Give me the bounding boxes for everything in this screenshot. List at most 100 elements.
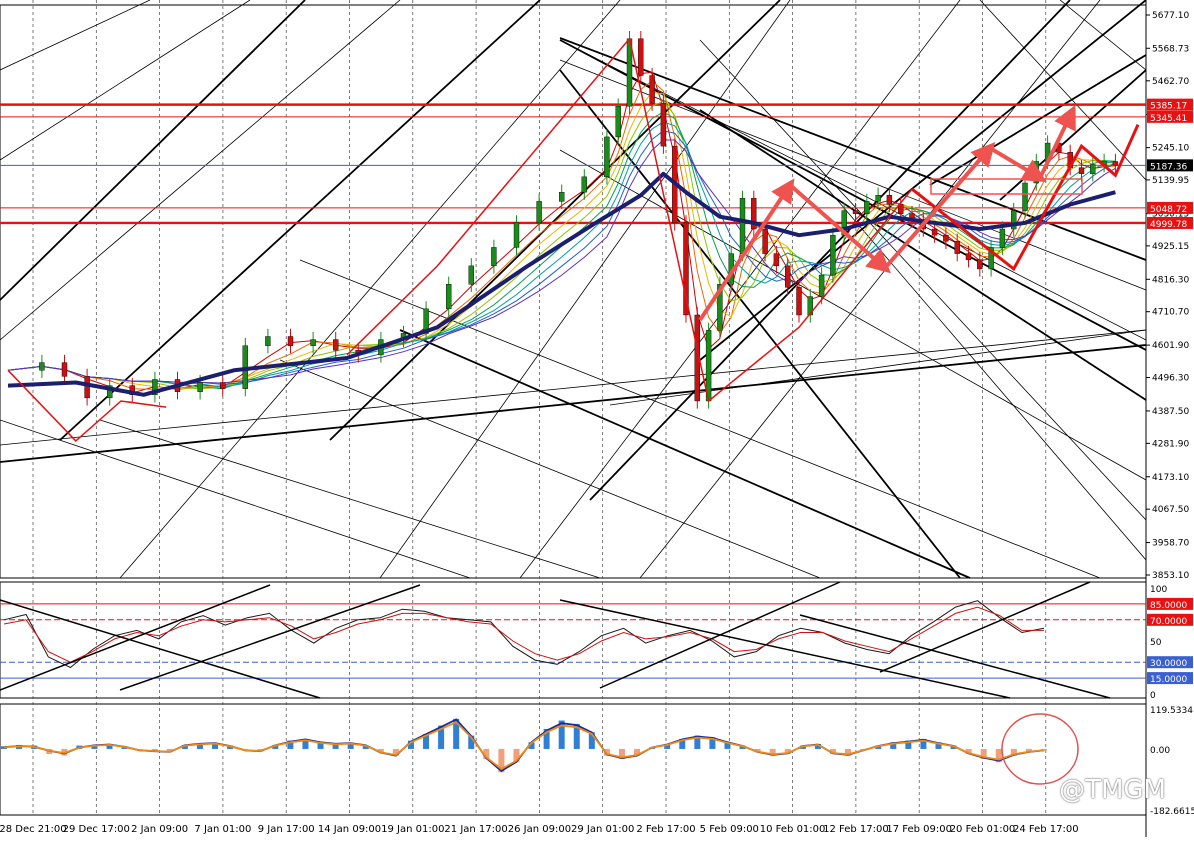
candle-body [683,222,689,316]
osc-histogram-bar [679,738,686,749]
stoch-level-tag [1147,613,1193,626]
x-tick-label: 10 Feb 01:00 [760,824,826,835]
candle-body [106,385,113,399]
trendline-thick [559,69,961,579]
osc-histogram-bar [799,745,806,749]
osc-histogram-bar [196,743,203,749]
stoch-level-label: 85.0000 [1150,601,1187,611]
osc-histogram-bar [754,748,761,753]
ma-ribbon-line [7,121,1116,388]
candle-body [773,253,780,267]
osc-histogram-bar [588,732,595,749]
x-tick-label: 2 Feb 17:00 [636,824,695,835]
candle-body [818,274,825,297]
trendline-thin [0,419,471,579]
trendline-thin [0,0,401,341]
stoch-level-tag [1147,672,1193,685]
x-tick-label: 2 Jan 09:00 [131,824,188,835]
trendline-thin [119,0,621,579]
trend-arrow [1038,104,1076,179]
y-tick-label: 5462.70 [1152,77,1189,87]
osc-histogram-bar [468,735,475,749]
osc-y-label: 119.5334 [1150,706,1193,716]
ma-ribbon-line [7,80,1116,390]
candle-body [762,228,768,254]
trendline-thin [559,149,1147,481]
level-tag [1147,216,1193,229]
osc-histogram-bar [212,742,219,749]
candle-body [468,265,474,285]
osc-histogram-bar [814,743,821,749]
osc-histogram-bar [362,745,369,749]
candle-body [333,339,339,351]
candle-body [649,75,655,104]
candle-body [61,362,68,377]
trendline-thin [979,0,1147,181]
candle-body [1090,164,1096,174]
trendline-thin [519,0,961,579]
osc-histogram-bar [558,720,565,749]
candle-body [796,287,802,316]
osc-histogram-bar [905,740,912,749]
osc-histogram-bar [618,748,625,759]
stoch-level-tag [1147,597,1193,610]
stoch-trendline [119,584,421,691]
osc-histogram-bar [995,748,1002,763]
osc-histogram-bar [1041,748,1047,751]
osc-histogram-bar [1010,748,1017,756]
trend-arrow [788,183,892,274]
y-tick-label: 5245.10 [1152,144,1189,154]
trendline-thick [329,0,781,441]
osc-histogram-bar [423,733,430,749]
osc-histogram-bar [453,718,460,749]
candle-body [954,241,960,254]
ma-ribbon-line [7,130,1116,385]
osc-histogram-bar [227,745,234,749]
candle-body [1112,161,1119,166]
osc-histogram-bar [513,748,520,763]
candle-body [898,204,904,214]
osc-histogram-bar [166,748,173,753]
y-tick-label: 4601.90 [1152,341,1189,351]
osc-histogram-bar [483,748,490,759]
trendline-thin [0,0,151,71]
stoch-y-label: 100 [1150,585,1167,595]
osc-histogram-bar [1,746,7,749]
osc-histogram-bar [920,738,927,749]
x-tick-label: 24 Feb 17:00 [1013,824,1079,835]
x-tick-label: 20 Feb 01:00 [950,824,1016,835]
osc-histogram-bar [392,748,399,756]
candle-body [197,382,203,392]
x-tick-label: 29 Jan 01:00 [571,824,634,835]
candle-body [660,102,667,147]
stoch-trendline [799,614,1111,699]
osc-histogram-bar [528,742,535,749]
trendline-thin [0,0,251,161]
osc-y-label: 0.00 [1150,746,1170,756]
level-tag [1147,110,1193,123]
osc-histogram-bar [347,742,354,749]
trendline-thin [559,59,1147,291]
candle-body [604,136,610,178]
y-tick-label: 4173.10 [1152,473,1189,483]
osc-histogram-bar [543,728,550,749]
candle-body [152,379,158,396]
osc-histogram-bar [498,748,505,773]
x-tick-label: 12 Feb 17:00 [823,824,889,835]
level-label: 5187.36 [1150,162,1187,172]
x-tick-label: 26 Jan 09:00 [508,824,571,835]
trendline-thick [699,109,1147,401]
trendline-thin [299,259,1101,579]
trendline-thin [279,359,821,579]
y-tick-label: 3853.10 [1152,571,1189,581]
candle-body [977,259,983,270]
level-tag [1147,201,1193,214]
osc-histogram-bar [709,737,716,749]
osc-y-label: -182.6615 [1150,807,1194,817]
stoch-trendline [0,584,271,691]
osc-histogram-bar [1025,748,1032,753]
candle-body [638,38,644,76]
